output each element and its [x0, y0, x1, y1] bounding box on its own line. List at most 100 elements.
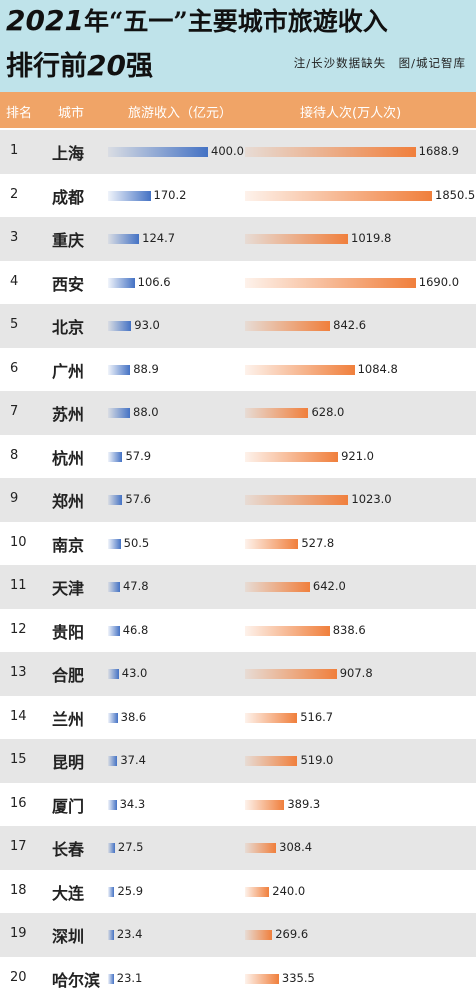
rank-label: 11 [10, 578, 27, 593]
visitors-value-label: 842.6 [333, 318, 367, 332]
city-label: 长春 [52, 840, 85, 859]
city-label: 苏州 [52, 405, 85, 424]
rank-label: 13 [10, 665, 27, 680]
rank-label: 1 [10, 143, 19, 158]
revenue-value-label: 88.9 [133, 361, 159, 376]
column-header-revenue: 旅游收入（亿元） [128, 106, 233, 121]
rank-label: 20 [10, 969, 27, 985]
visitors-bar [245, 147, 416, 157]
revenue-value-label: 23.1 [116, 970, 143, 985]
revenue-bar [108, 147, 208, 157]
title-number: 20 [87, 49, 126, 82]
revenue-bar [108, 277, 135, 288]
visitors-bar [245, 495, 349, 505]
title-suffix: 强 [125, 51, 153, 82]
visitors-bar [245, 669, 337, 679]
visitors-value-label: 1688.9 [418, 144, 459, 158]
revenue-value-label: 88.0 [133, 405, 159, 419]
revenue-value-label: 46.8 [122, 622, 149, 637]
table-row: 4 西安 106.6 1690.0 [0, 261, 476, 305]
rank-label: 16 [10, 795, 27, 811]
revenue-bar [108, 669, 119, 679]
column-header-city: 城市 [58, 106, 85, 121]
rank-label: 8 [10, 447, 19, 463]
revenue-value-label: 93.0 [134, 318, 160, 332]
visitors-bar [245, 234, 349, 244]
visitors-value-label: 519.0 [300, 753, 334, 767]
visitors-value-label: 838.6 [332, 622, 366, 637]
city-label: 昆明 [52, 753, 85, 772]
chart-title-line1: 2021年“五一”主要城市旅遊收入 [6, 2, 388, 38]
title-year: 2021 [6, 4, 84, 37]
revenue-value-label: 50.5 [123, 535, 150, 550]
revenue-value-label: 34.3 [119, 796, 146, 811]
city-label: 贵阳 [52, 622, 85, 642]
ranking-table: 1 上海 400.0 1688.9 2 成都 170.2 1850.5 3 重庆 124.7 1019… [0, 130, 476, 1000]
revenue-bar [108, 625, 120, 636]
table-row: 16 厦门 34.3 389.3 [0, 783, 476, 827]
revenue-value-label: 25.9 [117, 883, 144, 898]
table-row: 1 上海 400.0 1688.9 [0, 130, 476, 174]
visitors-value-label: 269.6 [275, 927, 309, 941]
visitors-bar [245, 756, 298, 766]
revenue-bar [108, 843, 115, 853]
table-row: 5 北京 93.0 842.6 [0, 304, 476, 348]
revenue-value-label: 400.0 [211, 144, 244, 158]
visitors-value-label: 335.5 [281, 970, 315, 985]
revenue-bar [108, 712, 118, 723]
city-label: 郑州 [52, 492, 85, 511]
rank-label: 9 [10, 491, 19, 506]
rank-label: 2 [10, 186, 19, 202]
rank-label: 15 [10, 752, 27, 767]
table-row: 3 重庆 124.7 1019.8 [0, 217, 476, 261]
city-label: 重庆 [52, 231, 85, 250]
visitors-value-label: 1084.8 [357, 361, 398, 376]
visitors-bar [245, 930, 273, 940]
city-label: 南京 [52, 535, 85, 555]
column-header-bar: 排名 城市 旅游收入（亿元） 接待人次(万人次) [0, 92, 476, 128]
revenue-bar [108, 538, 121, 549]
visitors-bar [245, 886, 270, 897]
revenue-value-label: 38.6 [120, 709, 147, 724]
revenue-value-label: 27.5 [117, 840, 144, 854]
rank-label: 18 [10, 882, 27, 898]
table-row: 14 兰州 38.6 516.7 [0, 696, 476, 740]
visitors-value-label: 1850.5 [435, 187, 476, 202]
city-label: 厦门 [52, 796, 85, 816]
title-text: 年“五一”主要城市旅遊收入 [83, 7, 388, 36]
table-row: 15 昆明 37.4 519.0 [0, 739, 476, 783]
visitors-value-label: 921.0 [341, 448, 374, 463]
city-label: 杭州 [52, 448, 85, 468]
visitors-value-label: 1023.0 [351, 492, 392, 506]
revenue-bar [108, 495, 123, 505]
city-label: 深圳 [52, 927, 85, 946]
visitors-bar [245, 277, 416, 288]
rank-label: 14 [10, 708, 27, 724]
visitors-value-label: 527.8 [301, 535, 335, 550]
rank-label: 3 [10, 230, 19, 245]
city-label: 合肥 [52, 666, 85, 685]
title-banner: 2021年“五一”主要城市旅遊收入 排行前20强 注/长沙数据缺失 图/城记智库 [0, 0, 476, 92]
table-row: 7 苏州 88.0 628.0 [0, 391, 476, 435]
revenue-bar [108, 582, 120, 592]
city-label: 上海 [52, 144, 85, 163]
revenue-bar [108, 799, 117, 810]
revenue-bar [108, 190, 151, 201]
table-row: 2 成都 170.2 1850.5 [0, 174, 476, 218]
visitors-bar [245, 973, 279, 984]
revenue-bar [108, 973, 114, 984]
visitors-bar [245, 408, 309, 418]
source-note: 注/长沙数据缺失 图/城记智库 [293, 56, 466, 70]
rank-label: 7 [10, 404, 19, 419]
rank-label: 5 [10, 317, 19, 332]
rank-label: 10 [10, 534, 27, 550]
visitors-value-label: 1690.0 [418, 274, 460, 289]
table-row: 10 南京 50.5 527.8 [0, 522, 476, 566]
revenue-bar [108, 321, 132, 331]
revenue-value-label: 57.9 [125, 448, 152, 463]
revenue-value-label: 170.2 [153, 187, 187, 202]
visitors-bar [245, 321, 331, 331]
rank-label: 6 [10, 360, 19, 376]
table-row: 19 深圳 23.4 269.6 [0, 913, 476, 957]
rank-label: 4 [10, 273, 19, 289]
